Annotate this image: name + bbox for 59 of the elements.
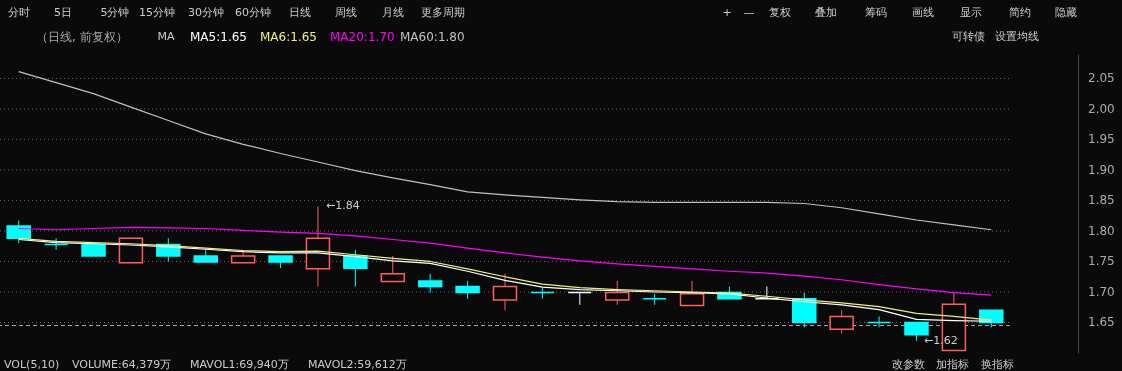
text: +: [722, 6, 732, 19]
text: 15分钟: [139, 6, 175, 19]
text: 5日: [54, 6, 72, 19]
text: 可转债: [951, 30, 985, 43]
text: 叠加: [815, 6, 837, 19]
candlestick: [417, 273, 443, 294]
y-tick-label: 1.85: [1088, 193, 1115, 208]
text: MAVOL1:69,940万: [190, 358, 289, 371]
candlestick: [6, 220, 31, 244]
text: MAVOL2:59,612万: [308, 358, 407, 371]
text: 显示: [960, 6, 982, 19]
text: MA20:1.70: [330, 30, 395, 44]
text: 画线: [912, 6, 934, 19]
y-tick-label: 1.65: [1088, 315, 1115, 330]
text: MA5:1.65: [190, 30, 247, 44]
text: 筹码: [865, 6, 887, 19]
candlestick: [679, 280, 705, 307]
candlestick: [792, 292, 817, 328]
text: MA60:1.80: [400, 30, 465, 44]
candlestick: [829, 309, 854, 334]
candlestick: [642, 293, 667, 306]
text: VOL(5,10): [4, 358, 60, 371]
y-tick-label: 1.70: [1088, 284, 1115, 299]
text: 加指标: [935, 358, 969, 371]
text: 月线: [382, 6, 404, 19]
y-tick-label: 1.95: [1088, 132, 1115, 147]
y-tick-label: 2.05: [1088, 71, 1115, 86]
candlestick: [866, 315, 892, 328]
text: 设置均线: [995, 30, 1039, 43]
text: 周线: [335, 6, 357, 19]
y-tick-label: 1.90: [1088, 162, 1115, 177]
chart-title: （日线, 前复权）: [36, 30, 128, 44]
text: MA: [157, 30, 175, 43]
y-tick-label: 1.75: [1088, 254, 1115, 269]
text: 60分钟: [235, 6, 271, 19]
text: 简约: [1009, 6, 1031, 19]
line-series: [18, 71, 992, 231]
candlestick: [380, 255, 406, 283]
text: —: [743, 6, 755, 19]
text: 改参数: [891, 358, 925, 371]
text: 换指标: [980, 358, 1014, 371]
text: 5分钟: [100, 6, 130, 19]
annotation: ←1.84: [326, 199, 360, 212]
candlestick: [604, 280, 630, 306]
candlestick: [492, 273, 518, 311]
y-tick-label: 1.80: [1088, 223, 1115, 238]
text: MA6:1.65: [260, 30, 317, 44]
text: 分时: [8, 6, 30, 19]
y-tick-label: 2.00: [1088, 101, 1115, 116]
candlestick: [567, 291, 593, 306]
text: VOLUME:64,379万: [72, 358, 172, 371]
text: 日线: [289, 6, 311, 19]
candlestick: [43, 237, 69, 251]
text: 30分钟: [188, 6, 224, 19]
text: 更多周期: [421, 6, 465, 19]
text: 隐藏: [1055, 6, 1077, 19]
text: 复权: [769, 6, 791, 19]
candlestick: [343, 249, 368, 287]
candlestick: [530, 287, 555, 300]
